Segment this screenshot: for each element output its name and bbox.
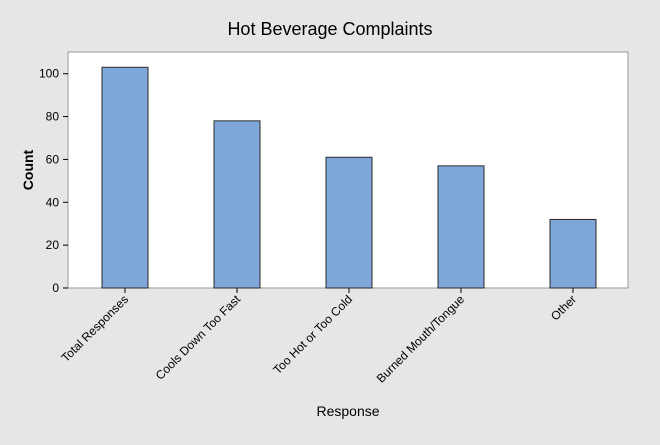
y-axis-title: Count — [20, 149, 36, 190]
bar — [549, 218, 597, 289]
y-tick-label: 0 — [52, 281, 59, 295]
bar — [101, 66, 149, 289]
y-axis: 0 20 40 60 80 100 — [39, 67, 68, 295]
x-axis-title: Response — [316, 403, 379, 419]
y-tick-label: 100 — [39, 67, 59, 81]
bar — [437, 165, 485, 289]
bars-group — [101, 66, 597, 289]
bar — [325, 156, 373, 289]
bar — [213, 120, 261, 289]
y-tick-label: 40 — [46, 195, 60, 209]
y-tick-label: 60 — [46, 152, 60, 166]
y-tick-label: 20 — [46, 238, 60, 252]
chart-title: Hot Beverage Complaints — [227, 19, 432, 39]
y-tick-label: 80 — [46, 110, 60, 124]
